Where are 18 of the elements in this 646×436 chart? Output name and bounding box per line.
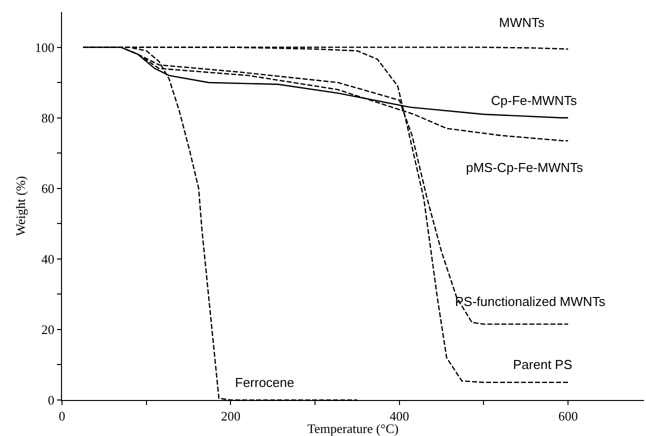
series-label: Ferrocene — [235, 375, 294, 390]
x-tick-label: 600 — [558, 408, 578, 424]
y-tick-label: 0 — [48, 392, 54, 408]
y-tick-label: 20 — [41, 322, 54, 337]
series-label: Cp-Fe-MWNTs — [491, 93, 578, 108]
x-tick-label: 400 — [390, 408, 410, 424]
x-tick-label: 0 — [58, 408, 66, 424]
y-tick-label: 60 — [41, 180, 54, 196]
y-axis-title: Weight (%) — [12, 176, 28, 236]
series-label: MWNTs — [499, 15, 545, 30]
x-tick-label: 200 — [220, 408, 240, 424]
y-tick-label: 80 — [41, 110, 54, 126]
y-tick-label: 40 — [41, 251, 54, 266]
series-label: PS-functionalized MWNTs — [455, 294, 606, 309]
series-label: pMS-Cp-Fe-MWNTs — [466, 160, 584, 175]
y-tick-label: 100 — [34, 40, 54, 55]
series-label: Parent PS — [513, 357, 573, 372]
x-axis-title: Temperature (°C) — [307, 421, 399, 436]
